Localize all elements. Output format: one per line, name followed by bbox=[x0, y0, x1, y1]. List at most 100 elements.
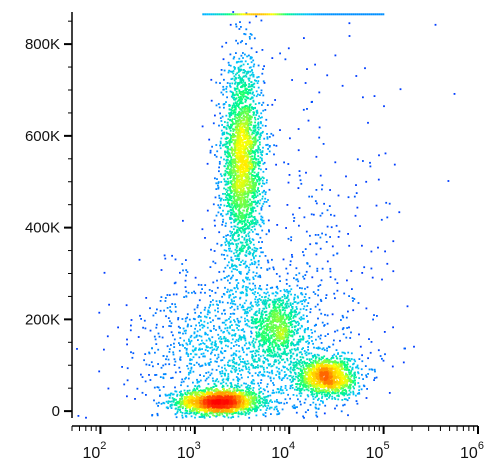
data-point bbox=[344, 366, 346, 369]
data-point bbox=[232, 353, 235, 356]
data-point bbox=[229, 214, 232, 217]
data-point bbox=[233, 308, 236, 311]
data-point bbox=[167, 317, 170, 319]
data-point bbox=[277, 314, 279, 317]
data-point bbox=[342, 387, 344, 390]
data-point bbox=[253, 184, 256, 186]
data-point bbox=[264, 295, 267, 298]
data-point bbox=[262, 373, 265, 376]
data-point bbox=[277, 410, 279, 413]
data-point bbox=[232, 112, 235, 115]
data-point bbox=[286, 357, 288, 360]
data-point bbox=[162, 377, 165, 380]
data-point bbox=[298, 322, 300, 325]
data-point bbox=[303, 362, 306, 365]
data-point bbox=[251, 56, 253, 59]
data-point bbox=[320, 393, 323, 396]
data-point bbox=[289, 264, 292, 266]
data-point bbox=[321, 391, 324, 394]
data-point bbox=[184, 393, 187, 396]
data-point bbox=[282, 392, 285, 394]
data-point bbox=[225, 114, 228, 117]
data-point bbox=[307, 409, 309, 411]
data-point bbox=[292, 315, 295, 318]
data-point bbox=[227, 416, 230, 419]
data-point bbox=[103, 271, 106, 274]
data-point bbox=[258, 298, 261, 300]
data-point bbox=[238, 345, 240, 347]
data-point bbox=[235, 366, 237, 369]
data-point bbox=[225, 101, 227, 103]
data-point bbox=[263, 340, 266, 342]
data-point bbox=[245, 294, 248, 297]
data-point bbox=[319, 391, 322, 394]
data-point bbox=[130, 324, 132, 327]
data-point bbox=[141, 376, 144, 378]
data-point bbox=[203, 320, 206, 323]
data-point bbox=[290, 334, 293, 337]
data-point bbox=[281, 359, 283, 361]
data-point bbox=[156, 386, 159, 388]
data-point bbox=[258, 358, 261, 361]
data-point bbox=[251, 155, 253, 158]
data-point bbox=[233, 56, 236, 58]
data-point bbox=[223, 364, 226, 367]
data-point bbox=[275, 286, 278, 288]
data-point bbox=[271, 392, 274, 394]
data-point bbox=[301, 317, 303, 320]
data-point bbox=[167, 402, 170, 404]
data-point bbox=[235, 258, 238, 260]
data-point bbox=[227, 375, 230, 378]
data-point bbox=[254, 185, 257, 188]
data-point bbox=[296, 347, 299, 349]
data-point bbox=[284, 398, 287, 401]
data-point bbox=[255, 405, 258, 408]
data-point bbox=[248, 237, 251, 240]
data-point bbox=[255, 296, 257, 298]
data-point bbox=[237, 321, 240, 324]
data-point bbox=[192, 370, 195, 373]
data-point bbox=[253, 346, 256, 349]
data-point bbox=[238, 259, 240, 262]
data-point bbox=[317, 289, 320, 291]
data-point bbox=[251, 292, 254, 294]
data-point bbox=[290, 304, 292, 306]
data-point bbox=[255, 408, 257, 410]
data-point bbox=[275, 310, 278, 313]
data-point bbox=[303, 370, 306, 372]
data-point bbox=[239, 41, 242, 44]
data-point bbox=[342, 316, 345, 319]
data-point bbox=[285, 325, 288, 328]
data-point bbox=[283, 349, 286, 352]
data-point bbox=[201, 390, 203, 392]
data-point bbox=[349, 371, 352, 374]
data-point bbox=[248, 231, 251, 234]
data-point bbox=[148, 374, 150, 376]
data-point bbox=[208, 362, 211, 364]
data-point bbox=[234, 255, 237, 257]
data-point bbox=[225, 162, 227, 165]
data-point bbox=[252, 147, 254, 149]
data-point bbox=[289, 374, 292, 377]
data-point bbox=[249, 240, 251, 242]
data-point bbox=[240, 412, 242, 415]
data-point bbox=[160, 269, 163, 271]
data-point bbox=[108, 303, 110, 306]
data-point bbox=[255, 233, 258, 235]
data-point bbox=[248, 416, 251, 419]
data-point bbox=[272, 354, 275, 357]
data-point bbox=[265, 342, 267, 345]
data-point bbox=[254, 291, 257, 293]
data-point bbox=[219, 372, 222, 375]
data-point bbox=[268, 306, 271, 308]
data-point bbox=[225, 143, 228, 145]
data-point bbox=[307, 335, 310, 337]
data-point bbox=[347, 196, 350, 199]
data-point bbox=[263, 343, 266, 346]
data-point bbox=[316, 303, 319, 306]
data-point bbox=[355, 394, 357, 397]
data-point bbox=[195, 411, 198, 414]
data-point bbox=[276, 355, 279, 358]
data-point bbox=[321, 395, 324, 398]
data-point bbox=[266, 383, 269, 386]
